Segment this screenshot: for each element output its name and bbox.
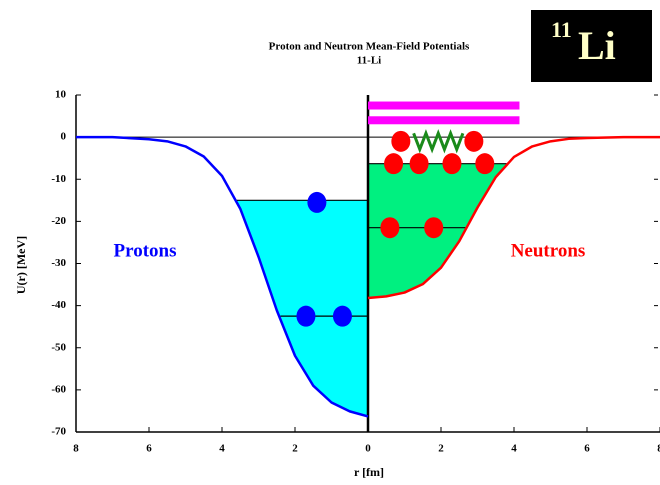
continuum-bar xyxy=(368,102,519,110)
badge-mass: 11 xyxy=(551,17,572,42)
continuum-bar xyxy=(368,116,519,124)
x-tick-label: 4 xyxy=(219,443,225,455)
x-tick-label: 4 xyxy=(511,443,517,455)
particle xyxy=(424,217,443,238)
particle xyxy=(442,153,461,174)
y-tick-label: -20 xyxy=(51,215,66,227)
particle xyxy=(384,153,403,174)
x-tick-label: 2 xyxy=(292,443,298,455)
y-tick-label: -50 xyxy=(51,341,66,353)
particle xyxy=(380,217,399,238)
x-axis-label: r [fm] xyxy=(354,465,384,479)
particle xyxy=(410,153,429,174)
chart-title: Proton and Neutron Mean-Field Potentials xyxy=(269,41,470,53)
x-tick-label: 6 xyxy=(146,443,152,455)
particle xyxy=(391,131,410,152)
chart-subtitle: 11-Li xyxy=(357,55,381,67)
x-tick-label: 6 xyxy=(584,443,590,455)
particle xyxy=(464,131,483,152)
y-tick-label: -40 xyxy=(51,299,66,311)
annotation: Neutrons xyxy=(511,240,586,261)
badge-element: Li xyxy=(578,23,616,68)
particle xyxy=(475,153,494,174)
y-axis-label: U(r) [MeV] xyxy=(14,236,28,294)
y-tick-label: -60 xyxy=(51,383,66,395)
x-tick-label: 0 xyxy=(365,443,371,455)
page: {"chart_data": { "type": "line", "title"… xyxy=(0,0,660,485)
x-tick-label: 2 xyxy=(438,443,444,455)
y-tick-label: -10 xyxy=(51,173,66,185)
y-tick-label: -70 xyxy=(51,426,66,438)
particle xyxy=(296,306,315,327)
y-tick-label: 0 xyxy=(61,131,67,143)
chart: Proton and Neutron Mean-Field Potentials… xyxy=(0,0,660,485)
particle xyxy=(307,192,326,213)
wave xyxy=(414,133,463,149)
annotation: Protons xyxy=(114,240,177,261)
y-tick-label: -30 xyxy=(51,257,66,269)
y-tick-label: 10 xyxy=(55,89,67,101)
particle xyxy=(333,306,352,327)
x-tick-label: 8 xyxy=(73,443,79,455)
